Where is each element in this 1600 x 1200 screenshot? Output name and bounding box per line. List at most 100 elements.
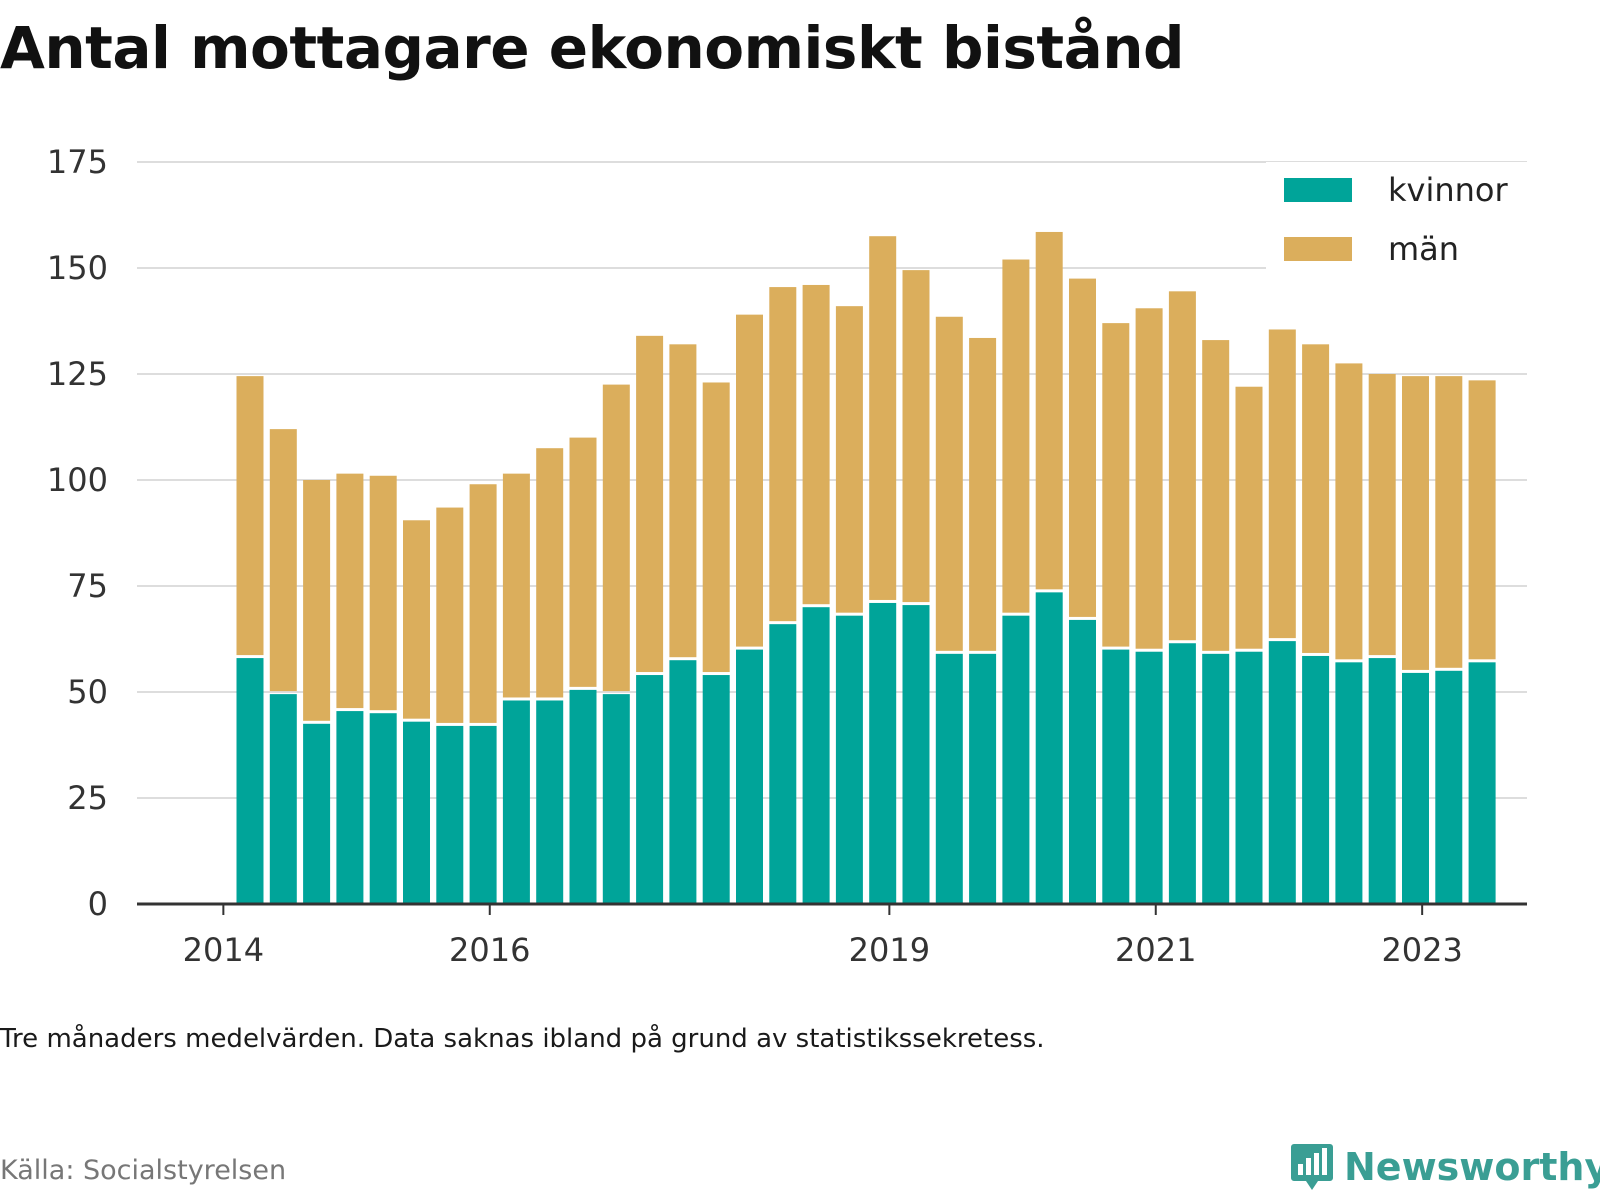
bar-kvinnor xyxy=(1302,655,1330,904)
bar-man xyxy=(369,475,397,711)
y-tick-label: 50 xyxy=(67,673,108,711)
axes: 0 25 50 75 100 125 150 175 2014 2016 2019 2021 2023 xyxy=(47,143,1527,969)
bar-man xyxy=(902,270,930,603)
chart-note: Tre månaders medelvärden. Data saknas ib… xyxy=(0,1024,1045,1054)
brand-logo: Newsworthy xyxy=(1290,1142,1600,1192)
legend-label: män xyxy=(1388,230,1459,268)
source-credit: Källa: Socialstyrelsen xyxy=(0,1155,287,1186)
bar-man xyxy=(802,284,830,605)
bar-kvinnor xyxy=(835,615,863,904)
bar-kvinnor xyxy=(736,649,763,904)
bar-kvinnor xyxy=(902,605,930,904)
bar-kvinnor xyxy=(669,660,697,904)
chart-title: Antal mottagare ekonomiskt bistånd xyxy=(0,14,1185,82)
x-tick-label: 2014 xyxy=(183,931,264,969)
newsworthy-logo-icon xyxy=(1291,1144,1333,1190)
bar-kvinnor xyxy=(569,689,597,904)
bar-kvinnor xyxy=(1435,670,1463,904)
y-tick-label: 25 xyxy=(67,779,108,817)
y-tick-label: 0 xyxy=(88,885,108,923)
bar-kvinnor xyxy=(336,711,364,904)
bar-kvinnor xyxy=(1368,658,1396,904)
bar-kvinnor xyxy=(1002,615,1030,904)
bar-kvinnor xyxy=(502,700,530,904)
bar-man xyxy=(1368,374,1396,656)
bar-kvinnor xyxy=(869,602,897,904)
bar-man xyxy=(1435,376,1463,668)
bar-man xyxy=(769,287,797,622)
bar-kvinnor xyxy=(403,721,430,904)
bar-kvinnor xyxy=(636,675,664,904)
bar-man xyxy=(669,344,697,658)
bar-kvinnor xyxy=(1202,653,1230,904)
bar-man xyxy=(736,314,763,647)
bar-kvinnor xyxy=(303,723,331,904)
bar-kvinnor xyxy=(1268,641,1296,904)
bar-kvinnor xyxy=(269,694,297,904)
bar-man xyxy=(436,507,464,723)
bar-man xyxy=(636,335,664,673)
bar-kvinnor xyxy=(802,607,830,904)
bar-kvinnor xyxy=(1135,651,1163,904)
bar-man xyxy=(502,473,530,698)
bar-kvinnor xyxy=(436,725,464,904)
legend-swatch xyxy=(1284,178,1352,202)
bar-man xyxy=(1069,278,1096,617)
bar-man xyxy=(336,473,364,709)
bar-kvinnor xyxy=(769,624,797,904)
bar-kvinnor xyxy=(536,700,564,904)
bar-kvinnor xyxy=(1102,649,1130,904)
bar-man xyxy=(1468,380,1496,660)
bar-kvinnor xyxy=(1335,662,1363,904)
bar-man xyxy=(269,429,297,692)
y-tick-label: 75 xyxy=(67,567,108,605)
bar-kvinnor xyxy=(602,694,630,904)
bar-man xyxy=(303,480,331,721)
legend-swatch xyxy=(1284,237,1352,261)
bar-kvinnor xyxy=(369,713,397,904)
bar-man xyxy=(1235,386,1263,649)
bar-kvinnor xyxy=(969,653,997,904)
bar-man xyxy=(1268,329,1296,639)
bar-man xyxy=(602,384,630,692)
bar-kvinnor xyxy=(702,675,730,904)
bar-man xyxy=(869,236,897,600)
bar-man xyxy=(935,316,963,651)
x-tick-label: 2021 xyxy=(1115,931,1196,969)
bar-man xyxy=(236,376,264,656)
x-tick-label: 2019 xyxy=(849,931,930,969)
x-tick-label: 2016 xyxy=(449,931,530,969)
legend-label: kvinnor xyxy=(1388,171,1509,209)
bar-kvinnor xyxy=(236,658,264,904)
bar-man xyxy=(1102,323,1130,647)
bars xyxy=(236,231,1496,904)
bar-kvinnor xyxy=(1035,592,1063,904)
bar-man xyxy=(1402,376,1429,670)
bar-kvinnor xyxy=(1069,619,1096,904)
bar-man xyxy=(569,437,597,687)
bar-kvinnor xyxy=(1402,672,1429,904)
bar-man xyxy=(469,484,497,723)
bar-man xyxy=(1302,344,1330,653)
bar-man xyxy=(403,520,430,719)
bar-man xyxy=(536,448,564,698)
bar-kvinnor xyxy=(1468,662,1496,904)
y-tick-label: 150 xyxy=(47,249,108,287)
bar-man xyxy=(1135,308,1163,649)
bar-man xyxy=(1335,363,1363,660)
bar-man xyxy=(1035,231,1063,590)
bar-kvinnor xyxy=(1235,651,1263,904)
bar-kvinnor xyxy=(1168,643,1196,904)
legend: kvinnor män xyxy=(1266,162,1534,270)
brand-name: Newsworthy xyxy=(1344,1145,1600,1189)
x-tick-label: 2023 xyxy=(1381,931,1462,969)
y-tick-label: 125 xyxy=(47,355,108,393)
bar-man xyxy=(1168,291,1196,641)
bar-man xyxy=(702,382,730,673)
bar-man xyxy=(1002,259,1030,613)
bar-kvinnor xyxy=(935,653,963,904)
y-tick-label: 175 xyxy=(47,143,108,181)
bar-man xyxy=(835,306,863,613)
y-tick-label: 100 xyxy=(47,461,108,499)
